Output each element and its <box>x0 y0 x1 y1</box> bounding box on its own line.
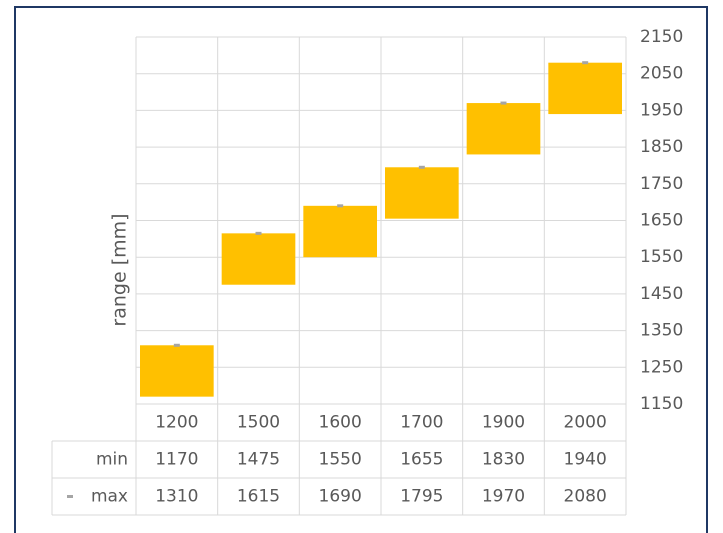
y-tick-label: 1250 <box>640 357 683 377</box>
y-tick-label: 1550 <box>640 247 683 267</box>
range-bar <box>548 62 622 115</box>
table-value: 1170 <box>155 450 198 470</box>
range-bar <box>221 233 296 285</box>
table-value: 1940 <box>564 450 607 470</box>
max-marker <box>337 204 344 208</box>
category-label: 1500 <box>237 413 280 433</box>
y-tick-label: 2050 <box>640 64 683 84</box>
table-value: 1475 <box>237 450 280 470</box>
table-value: 1970 <box>482 487 525 507</box>
y-tick-label: 1650 <box>640 211 683 231</box>
table-value: 2080 <box>564 487 607 507</box>
table-value: 1615 <box>237 487 280 507</box>
table-value: 1550 <box>319 450 362 470</box>
y-tick-label: 2150 <box>640 27 683 47</box>
category-label: 2000 <box>564 413 607 433</box>
y-tick-label: 1850 <box>640 137 683 157</box>
max-marker <box>582 61 589 65</box>
max-marker <box>500 101 507 105</box>
table-value: 1830 <box>482 450 525 470</box>
range-bar <box>385 167 459 219</box>
y-tick-label: 1450 <box>640 284 683 304</box>
range-bar <box>466 103 541 155</box>
range-bar <box>303 205 377 258</box>
y-axis-label: range [mm] <box>109 213 131 326</box>
table-value: 1795 <box>400 487 443 507</box>
max-marker <box>173 343 180 347</box>
table-value: 1310 <box>155 487 198 507</box>
category-label: 1200 <box>155 413 198 433</box>
category-label: 1900 <box>482 413 525 433</box>
category-label: 1700 <box>400 413 443 433</box>
max-marker <box>255 231 262 235</box>
legend-key <box>67 495 73 498</box>
max-marker <box>418 165 425 169</box>
y-tick-label: 1750 <box>640 174 683 194</box>
range-bar <box>140 345 214 397</box>
y-tick-label: 1150 <box>640 394 683 414</box>
y-tick-label: 1950 <box>640 100 683 120</box>
category-label: 1600 <box>319 413 362 433</box>
series-name: min <box>96 450 128 470</box>
series-name: max <box>91 487 128 507</box>
y-tick-label: 1350 <box>640 321 683 341</box>
table-value: 1690 <box>319 487 362 507</box>
table-value: 1655 <box>400 450 443 470</box>
